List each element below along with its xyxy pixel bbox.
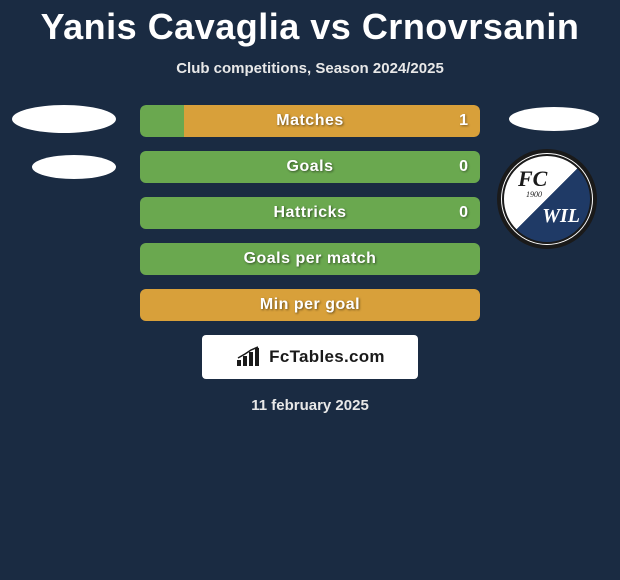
club-crest: FC 1900 WIL: [497, 149, 597, 249]
footer-brand: FcTables.com: [202, 335, 418, 379]
comparison-bars: Matches1Goals0Hattricks0Goals per matchM…: [140, 105, 480, 321]
stat-bar-label: Hattricks: [140, 204, 480, 222]
stat-bar: Goals per match: [140, 243, 480, 275]
stat-bar: Matches1: [140, 105, 480, 137]
footer-date: 11 february 2025: [0, 397, 620, 414]
stat-bar-label: Goals per match: [140, 250, 480, 268]
right-player-badges: FC 1900 WIL: [497, 105, 612, 265]
left-player-badges: [8, 105, 123, 185]
crest-line1: FC: [518, 166, 547, 192]
comparison-content: FC 1900 WIL Matches1Goals0Hattricks0Goal…: [0, 105, 620, 321]
stat-bar-right-value: 1: [459, 112, 468, 130]
bar-chart-icon: [235, 346, 263, 368]
stat-bar-right-value: 0: [459, 158, 468, 176]
subtitle: Club competitions, Season 2024/2025: [0, 60, 620, 77]
page-title: Yanis Cavaglia vs Crnovrsanin: [0, 0, 620, 48]
stat-bar-label: Matches: [140, 112, 480, 130]
left-badge-1: [12, 105, 116, 133]
crest-line2: WIL: [542, 205, 580, 228]
stat-bar: Min per goal: [140, 289, 480, 321]
stat-bar: Hattricks0: [140, 197, 480, 229]
stat-bar: Goals0: [140, 151, 480, 183]
stat-bar-label: Min per goal: [140, 296, 480, 314]
right-badge-1: [509, 107, 599, 131]
left-badge-2: [32, 155, 116, 179]
club-crest-inner: FC 1900 WIL: [502, 154, 592, 244]
footer-brand-text: FcTables.com: [269, 347, 385, 367]
stat-bar-label: Goals: [140, 158, 480, 176]
stat-bar-right-value: 0: [459, 204, 468, 222]
crest-year: 1900: [526, 190, 542, 199]
